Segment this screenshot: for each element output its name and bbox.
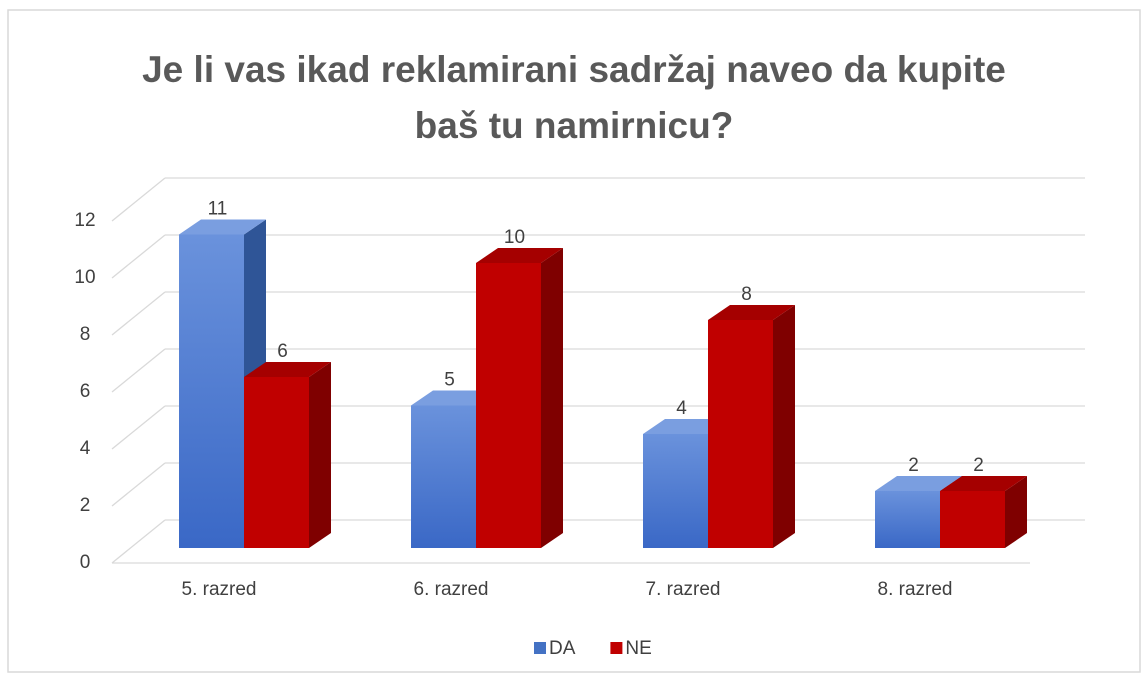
x-tick-label: 5. razred	[182, 579, 257, 600]
bar	[179, 234, 244, 548]
grid-line	[111, 177, 166, 222]
y-tick-label: 6	[80, 381, 91, 402]
bar	[476, 263, 541, 548]
y-tick-label: 0	[80, 552, 91, 573]
bar-side	[541, 248, 563, 548]
grid-line	[111, 348, 166, 393]
bar-side	[309, 362, 331, 548]
bar	[875, 491, 940, 548]
bar	[244, 377, 309, 548]
bar-side	[773, 305, 795, 548]
chart-border	[7, 9, 1141, 673]
x-tick-label: 8. razred	[878, 579, 953, 600]
value-label: 10	[504, 227, 525, 248]
value-label: 2	[973, 455, 984, 476]
y-tick-label: 8	[80, 324, 91, 345]
bar	[940, 491, 1005, 548]
value-label: 8	[741, 284, 752, 305]
y-tick-label: 2	[80, 495, 91, 516]
bar-side	[1005, 476, 1027, 548]
legend-swatch	[610, 642, 623, 654]
value-label: 2	[908, 455, 919, 476]
y-tick-label: 10	[74, 267, 95, 288]
y-tick-label: 4	[80, 438, 91, 459]
x-tick-label: 6. razred	[414, 579, 489, 600]
bar-top	[476, 248, 563, 263]
grid-line	[111, 519, 166, 564]
y-tick-label: 12	[74, 210, 95, 231]
legend-swatch	[534, 642, 546, 654]
value-label: 11	[208, 199, 228, 220]
bar-top	[875, 476, 962, 491]
bar	[643, 434, 708, 548]
grid-line	[111, 405, 166, 450]
legend-label: NE	[625, 638, 651, 659]
grid-line	[111, 234, 166, 279]
bar-top	[179, 219, 266, 235]
bar	[708, 320, 773, 548]
value-label: 5	[444, 370, 455, 391]
x-tick-label: 7. razred	[646, 579, 721, 600]
grid-line	[111, 291, 166, 336]
bar	[411, 405, 476, 548]
legend-label: DA	[549, 638, 576, 659]
bar-top	[708, 305, 795, 320]
value-label: 4	[676, 398, 687, 419]
bar-top	[244, 362, 331, 377]
grid-line	[111, 462, 166, 507]
value-label: 6	[277, 341, 288, 362]
bar-top	[940, 476, 1027, 491]
chart-title: Je li vas ikad reklamirani sadržaj naveo…	[142, 49, 1006, 146]
